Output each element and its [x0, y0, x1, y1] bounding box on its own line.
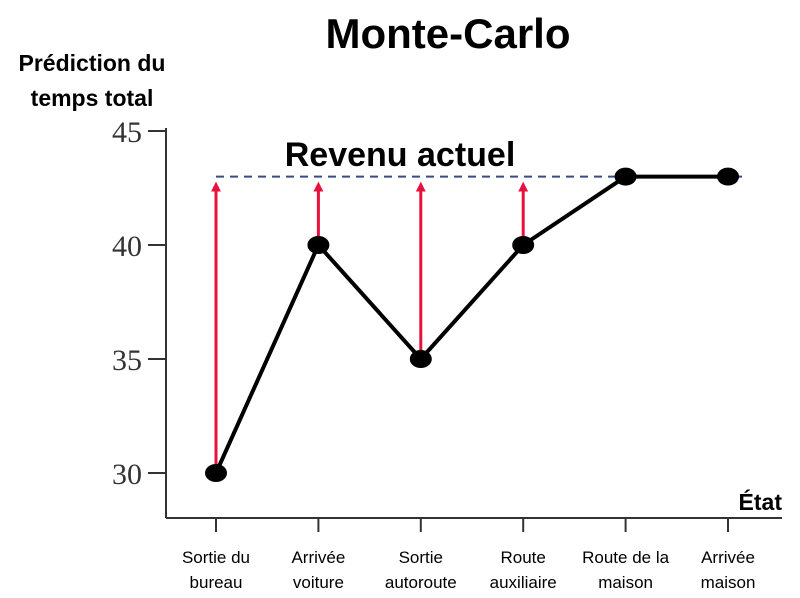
chart-title: Monte-Carlo [326, 10, 571, 57]
arrows-group [211, 181, 529, 473]
y-tick-label: 30 [112, 458, 142, 491]
series-group [205, 167, 739, 482]
data-point [717, 167, 739, 186]
data-point [205, 464, 227, 482]
y-axis-label-line2: temps total [31, 85, 154, 111]
data-point [614, 167, 637, 186]
x-tick-label: Arrivée [701, 548, 755, 567]
x-tick-label: Route [501, 548, 546, 567]
x-tick-label: voiture [293, 573, 344, 592]
x-tick-label: Sortie du [182, 548, 250, 567]
reference-line-group: Revenu actuel [216, 136, 742, 178]
x-tick-label: Sortie [399, 548, 443, 567]
x-axis-label: État [739, 488, 783, 515]
x-tick-label: bureau [190, 573, 243, 592]
x-tick-label: Arrivée [291, 548, 345, 567]
data-point [512, 236, 535, 254]
data-point [307, 236, 330, 254]
y-tick-label: 40 [112, 230, 142, 263]
y-axis-label-line1: Prédiction du [19, 50, 166, 76]
y-tick-label: 35 [112, 344, 142, 377]
x-tick-label: auxiliaire [490, 573, 557, 592]
y-ticks: 30 35 40 45 [112, 116, 166, 491]
x-tick-label: maison [701, 573, 756, 592]
data-point [409, 350, 432, 368]
x-tick-label: Route de la [582, 548, 669, 567]
x-tick-label: autoroute [385, 573, 457, 592]
reference-line-label: Revenu actuel [285, 136, 516, 174]
y-tick-label: 45 [112, 116, 142, 149]
x-ticks: Sortie du bureau Arrivée voiture Sortie autor… [182, 518, 755, 592]
series-line [214, 174, 728, 474]
x-tick-label: maison [598, 573, 653, 592]
axes [165, 128, 782, 519]
